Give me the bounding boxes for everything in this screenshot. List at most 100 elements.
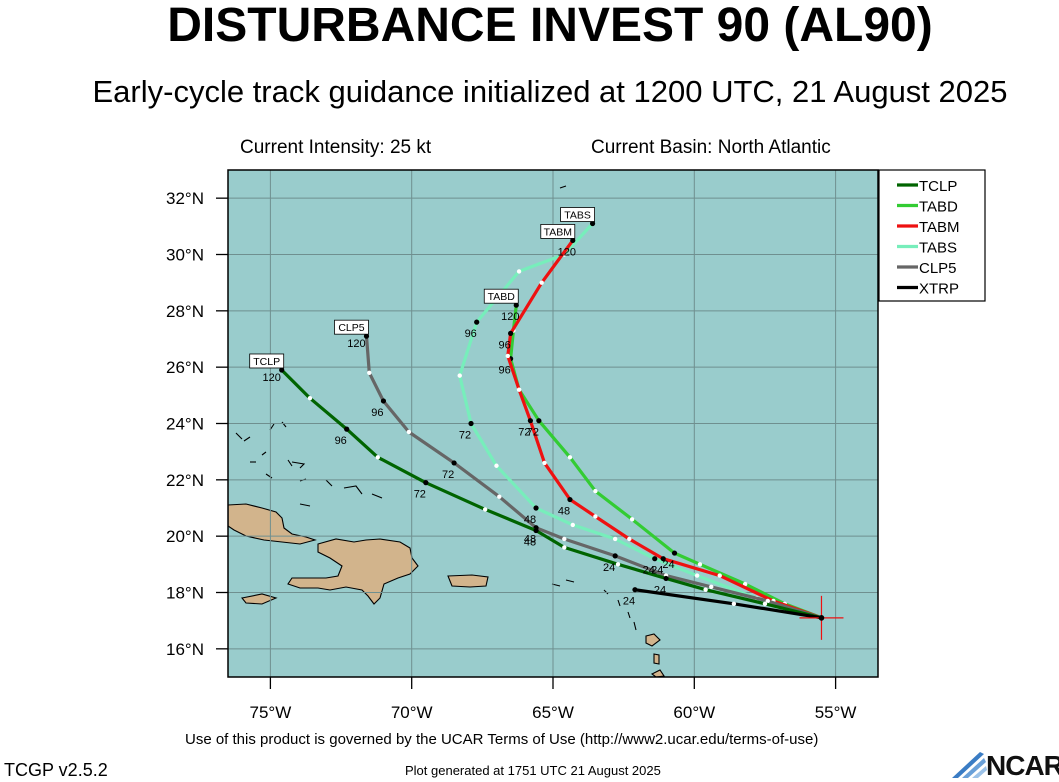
legend-label-tabd: TABD <box>919 199 958 216</box>
track-point-tabd <box>513 302 519 308</box>
forecast-hour-label: 120 <box>501 311 519 323</box>
track-layer <box>279 220 844 640</box>
y-tick-label: 16°N <box>166 640 204 659</box>
track-point-clp5 <box>709 584 714 590</box>
y-tick-label: 26°N <box>166 358 204 377</box>
track-point-tabs <box>516 269 522 274</box>
track-point-clp5 <box>765 598 770 604</box>
island-coast-16 <box>565 579 575 583</box>
track-point-tclp <box>344 426 350 432</box>
x-tick-label: 65°W <box>532 703 574 722</box>
track-point-tabs <box>533 505 539 511</box>
legend-label-clp5: CLP5 <box>919 260 957 277</box>
forecast-hour-label: 72 <box>518 427 530 439</box>
track-point-clp5 <box>612 553 618 559</box>
land-layer <box>228 503 665 677</box>
legend-label-tabs: TABS <box>919 240 957 257</box>
track-line-tabs <box>458 222 822 620</box>
track-point-tabs <box>457 373 462 378</box>
track-point-tabm <box>505 353 510 359</box>
track-point-tabs <box>612 536 618 542</box>
y-tick-label: 32°N <box>166 189 204 208</box>
island-coast-10 <box>265 473 273 479</box>
chart-title: DISTURBANCE INVEST 90 (AL90) <box>167 0 933 52</box>
y-tick-label: 28°N <box>166 302 204 321</box>
track-point-clp5 <box>406 429 412 435</box>
ncar-logo: NCAR <box>950 748 1059 781</box>
legend-box <box>878 169 986 302</box>
track-point-tabd <box>593 488 598 494</box>
forecast-hour-label: 120 <box>347 338 365 350</box>
legend-label-xtrp: XTRP <box>919 281 959 298</box>
track-point-tabm <box>593 514 598 519</box>
x-tick-label: 60°W <box>673 703 715 722</box>
forecast-hour-label: 24 <box>654 584 666 596</box>
origin-point <box>818 615 825 621</box>
track-end-box-tabs <box>560 207 595 222</box>
track-point-tabm <box>627 536 632 542</box>
forecast-hour-label: 72 <box>459 430 471 442</box>
forecast-hour-label: 24 <box>623 596 635 608</box>
track-point-tabm <box>508 330 514 336</box>
hispaniola-landmass <box>287 538 419 605</box>
track-point-tabs <box>570 522 575 528</box>
track-point-tclp <box>562 545 567 550</box>
track-point-tabm <box>660 556 666 562</box>
island-coast-8 <box>343 485 363 495</box>
forecast-hour-label: 96 <box>371 407 383 419</box>
puerto-rico-landmass <box>447 574 489 588</box>
track-point-tclp <box>423 480 429 486</box>
island-coast-14 <box>617 599 621 607</box>
track-point-tabm <box>539 280 544 285</box>
track-point-tclp <box>615 562 621 567</box>
coastline-layer <box>235 185 637 631</box>
x-tick-label: 75°W <box>250 703 292 722</box>
track-point-clp5 <box>380 398 387 404</box>
x-tick-label: 55°W <box>815 703 857 722</box>
terms-of-use: Use of this product is governed by the U… <box>185 731 819 748</box>
forecast-hour-label: 48 <box>524 514 536 526</box>
track-point-xtrp <box>632 587 638 593</box>
track-point-tabs <box>494 463 499 468</box>
track-point-tabd <box>536 418 542 424</box>
track-point-tabd <box>629 517 635 522</box>
track-point-tabs <box>694 573 700 578</box>
track-point-tabm <box>570 237 576 244</box>
island-coast-9 <box>371 493 383 499</box>
ncar-mark-icon <box>952 752 987 778</box>
generated-timestamp: Plot generated at 1751 UTC 21 August 202… <box>405 763 661 778</box>
track-line-tabm <box>506 239 823 620</box>
island-coast-12 <box>559 185 567 189</box>
forecast-hour-label: 120 <box>263 372 281 384</box>
forecast-hour-label: 48 <box>524 537 536 549</box>
track-end-box-label: TABD <box>488 291 516 303</box>
forecast-hour-label: 96 <box>335 435 347 447</box>
y-tick-label: 18°N <box>166 584 204 603</box>
dominica-landmass <box>653 653 660 665</box>
track-end-box-label: TABM <box>544 226 572 238</box>
forecast-hour-label: 24 <box>651 565 663 577</box>
track-label-layer: 24 48 72 96 TABS 24 72 96 120 TABD 24 48 72 96 120 TABM… <box>249 207 675 608</box>
track-point-clp5 <box>363 333 370 339</box>
track-end-box-label: CLP5 <box>338 322 364 334</box>
x-tick-label: 70°W <box>391 703 433 722</box>
guadeloupe-landmass <box>645 633 661 647</box>
track-chart: 24 48 72 96 TABS 24 72 96 120 TABD 24 48 72 96 120 TABM… <box>166 169 986 722</box>
forecast-hour-label: 96 <box>465 328 477 340</box>
forecast-hour-label: 48 <box>558 506 570 518</box>
jamaica-landmass <box>241 593 278 605</box>
track-point-tabm <box>717 573 722 578</box>
island-coast-1 <box>243 436 251 442</box>
track-point-tabs <box>652 556 658 562</box>
track-end-box-tabm <box>540 224 576 239</box>
track-point-tabm <box>567 496 573 503</box>
forecast-hour-label: 72 <box>414 489 426 501</box>
track-point-tabs <box>474 319 480 325</box>
track-point-tabd <box>567 455 573 460</box>
track-point-tclp <box>533 527 539 534</box>
forecast-hour-label: 96 <box>498 365 510 377</box>
axes-layer: 75°W 70°W 65°W 60°W 55°W 16°N 18°N 20°N 22°N 24°N… <box>166 189 856 722</box>
track-end-box-clp5 <box>334 319 369 335</box>
track-point-tclp <box>663 575 669 582</box>
legend-label-tclp: TCLP <box>919 178 957 195</box>
